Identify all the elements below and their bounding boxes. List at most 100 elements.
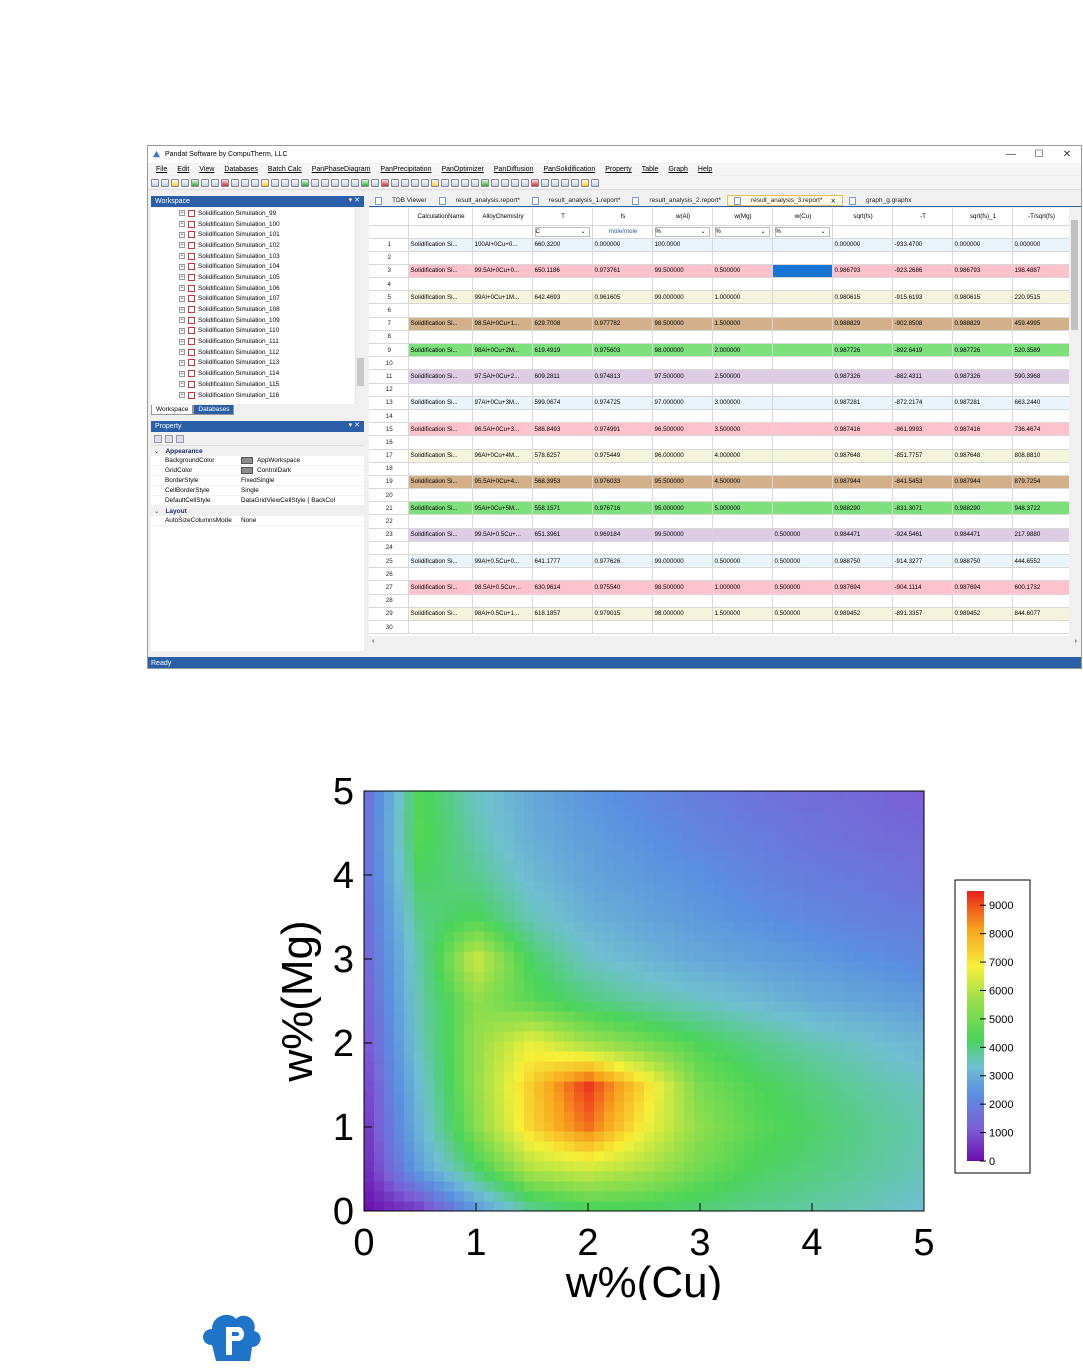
table-row[interactable]: 26 [369,567,1069,582]
table-row[interactable]: 13 Solidification Si... 97Al+0Cu+3M... 599.… [369,396,1069,410]
row-number[interactable]: 1 [369,238,409,252]
table-cell[interactable] [592,541,653,556]
table-cell[interactable]: Solidification Si... [408,528,473,542]
table-cell[interactable] [532,409,593,424]
table-cell[interactable]: 0.500000 [772,580,833,595]
table-cell[interactable] [1012,409,1069,424]
table-cell[interactable] [892,488,953,503]
table-cell[interactable]: 520.3589 [1012,343,1069,358]
table-cell[interactable] [892,303,953,318]
row-number[interactable]: 23 [369,528,409,542]
table-cell[interactable] [712,488,773,503]
property-pane-controls[interactable]: ▾ ✕ [348,422,360,429]
table-cell[interactable]: Solidification Si... [408,554,473,569]
column-header[interactable]: -T/sqrt(fs) [1012,208,1069,226]
table-row[interactable]: 30 [369,620,1069,635]
column-header[interactable]: -T [892,208,953,226]
table-cell[interactable]: Solidification Si... [408,396,473,410]
table-cell[interactable]: 0.987326 [832,369,893,384]
toolbar-button-26[interactable] [401,178,409,187]
table-cell[interactable]: 98Al+0.5Cu+1... [472,607,533,621]
toolbar-button-2[interactable] [161,178,169,187]
table-cell[interactable] [472,303,533,318]
table-cell[interactable]: 95.000000 [652,501,713,516]
table-cell[interactable]: 609.2811 [532,369,593,384]
doc-tab[interactable]: TDB Viewer [369,195,433,206]
table-cell[interactable]: 0.987281 [832,396,893,410]
table-cell[interactable] [772,290,833,305]
menu-view[interactable]: View [199,166,215,173]
table-cell[interactable] [408,277,473,292]
table-cell[interactable] [952,541,1013,556]
table-cell[interactable]: 0.975540 [592,580,653,595]
table-cell[interactable] [712,303,773,318]
table-cell[interactable] [408,303,473,318]
row-number[interactable]: 17 [369,449,409,463]
toolbar-button-3[interactable] [171,178,179,187]
unit-dropdown[interactable]: C ⌄ [534,226,590,237]
table-row[interactable]: 15 Solidification Si... 96.5Al+0Cu+3... 588… [369,422,1069,437]
table-cell[interactable] [652,409,713,424]
table-cell[interactable]: Solidification Si... [408,449,473,463]
table-cell[interactable]: 0.000000 [1012,238,1069,252]
table-cell[interactable] [472,356,533,371]
doc-tab[interactable]: result_analysis_1.report* [526,195,627,206]
toolbar-button-36[interactable] [501,178,509,187]
table-cell[interactable]: 100Al+0Cu+0... [472,238,533,252]
expand-icon[interactable]: + [179,349,185,356]
table-cell[interactable] [952,303,1013,318]
table-cell[interactable] [1012,356,1069,371]
property-row[interactable]: DefaultCellStyle DataGridViewCellStyle { … [151,496,364,506]
table-cell[interactable] [772,449,833,463]
table-cell[interactable] [652,303,713,318]
table-cell[interactable] [892,462,953,476]
table-cell[interactable] [832,514,893,529]
table-cell[interactable] [892,409,953,424]
table-cell[interactable] [892,541,953,556]
table-cell[interactable]: 0.987944 [832,475,893,490]
table-cell[interactable] [712,594,773,608]
table-cell[interactable]: 5.000000 [712,501,773,516]
scroll-right-icon[interactable]: › [1074,638,1077,645]
table-cell[interactable]: 0.988290 [952,501,1013,516]
table-cell[interactable]: 0.987726 [832,343,893,358]
table-cell[interactable] [592,330,653,345]
table-cell[interactable] [712,528,773,542]
table-cell[interactable] [592,462,653,476]
close-tab-icon[interactable]: ✕ [830,197,836,205]
property-row[interactable]: BackgroundColor AppWorkspace [151,456,364,466]
tree-item[interactable]: + Solidification Simulation_108 [151,304,364,315]
table-cell[interactable]: 0.988829 [952,317,1013,331]
table-row[interactable]: 1 Solidification Si... 100Al+0Cu+0... 660.3… [369,238,1069,252]
table-cell[interactable]: 0.980615 [952,290,1013,305]
table-cell[interactable] [772,383,833,397]
property-value[interactable]: DataGridViewCellStyle { BackCol [241,497,364,504]
toolbar-button-24[interactable] [381,178,389,187]
table-cell[interactable]: 96.500000 [652,422,713,437]
table-cell[interactable] [772,620,833,635]
expand-icon[interactable]: + [179,221,185,228]
table-cell[interactable] [532,594,593,608]
row-number[interactable]: 18 [369,462,409,476]
property-category[interactable]: ⌄ Appearance [151,446,364,456]
column-header[interactable]: w(Cu) [772,208,833,226]
tree-item[interactable]: + Solidification Simulation_114 [151,368,364,379]
table-cell[interactable]: 0.500000 [772,528,833,542]
toolbar-button-39[interactable] [531,178,539,187]
table-cell[interactable] [772,567,833,582]
table-cell[interactable]: 99.500000 [652,264,713,279]
table-cell[interactable] [712,435,773,450]
property-value[interactable]: AppWorkspace [241,457,364,464]
table-cell[interactable] [952,409,1013,424]
table-cell[interactable] [1012,435,1069,450]
table-cell[interactable] [1012,567,1069,582]
table-cell[interactable] [408,383,473,397]
table-row[interactable]: 19 Solidification Si... 95.5Al+0Cu+4... 568… [369,475,1069,490]
row-number[interactable]: 8 [369,330,409,345]
table-cell[interactable]: 0.980615 [832,290,893,305]
table-cell[interactable] [532,251,593,265]
table-cell[interactable] [652,435,713,450]
table-cell[interactable] [892,277,953,292]
table-cell[interactable]: 0.987326 [952,369,1013,384]
table-cell[interactable]: -923.2686 [892,264,953,279]
